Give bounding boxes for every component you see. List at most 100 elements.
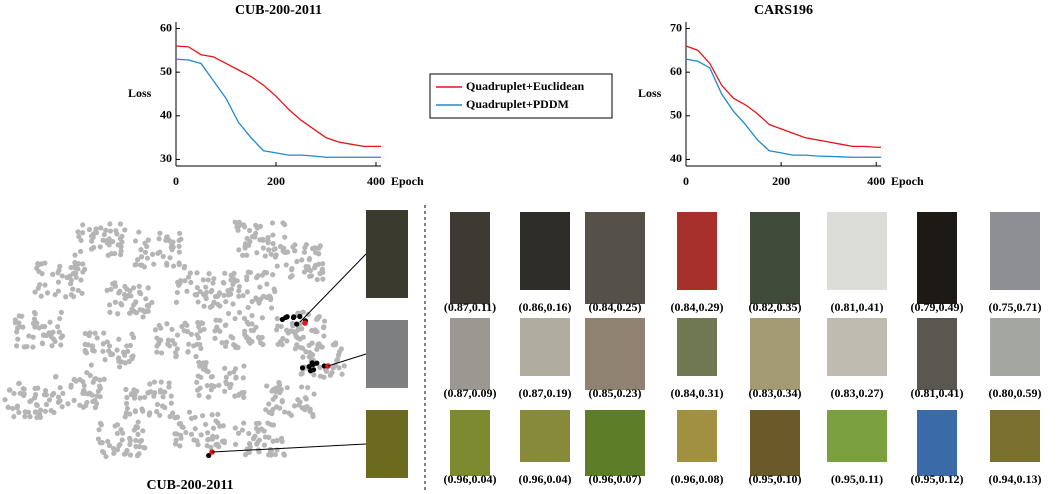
embedding-point bbox=[280, 342, 285, 347]
embedding-point bbox=[193, 426, 198, 431]
embedding-point bbox=[241, 395, 246, 400]
result-score: (0.87,0.11) bbox=[444, 300, 496, 314]
embedding-point bbox=[65, 401, 70, 406]
embedding-point bbox=[223, 299, 228, 304]
embedding-point bbox=[166, 337, 171, 342]
embedding-point bbox=[78, 277, 83, 282]
embedding-point bbox=[241, 420, 246, 425]
embedding-point bbox=[22, 387, 27, 392]
embedding-point bbox=[266, 452, 271, 457]
embedding-point bbox=[193, 292, 198, 297]
embedding-point bbox=[210, 434, 215, 439]
embedding-point bbox=[270, 232, 275, 237]
embedding-point bbox=[129, 391, 134, 396]
embedding-point bbox=[157, 249, 162, 254]
embedding-point bbox=[269, 305, 274, 310]
embedding-point bbox=[233, 366, 238, 371]
result-image bbox=[450, 410, 490, 476]
embedding-point bbox=[242, 329, 247, 334]
embedding-point bbox=[273, 254, 278, 259]
embedding-point bbox=[264, 282, 269, 287]
embedding-point bbox=[95, 335, 100, 340]
embedding-point bbox=[205, 383, 210, 388]
embedding-point bbox=[200, 321, 205, 326]
embedding-point bbox=[93, 405, 98, 410]
embedding-point bbox=[164, 261, 169, 266]
embedding-point bbox=[217, 329, 222, 334]
embedding-point bbox=[106, 253, 111, 258]
embedding-point bbox=[312, 329, 317, 334]
embedding-point bbox=[313, 250, 318, 255]
embedding-point bbox=[174, 438, 179, 443]
y-tick-label: 50 bbox=[670, 108, 682, 122]
embedding-point bbox=[293, 331, 298, 336]
embedding-point bbox=[146, 309, 151, 314]
embedding-point bbox=[299, 371, 304, 376]
embedding-point bbox=[198, 346, 203, 351]
result-score: (0.81,0.41) bbox=[831, 300, 884, 314]
embedding-point bbox=[282, 235, 287, 240]
result-image bbox=[585, 318, 645, 390]
embedding-point bbox=[264, 270, 269, 275]
embedding-point bbox=[73, 271, 78, 276]
embedding-point bbox=[92, 348, 97, 353]
embedding-point bbox=[257, 237, 262, 242]
result-score: (0.85,0.23) bbox=[589, 386, 642, 400]
result-score: (0.95,0.11) bbox=[831, 472, 883, 486]
embedding-point bbox=[189, 416, 194, 421]
embedding-point bbox=[271, 397, 276, 402]
embedding-point bbox=[312, 265, 317, 270]
embedding-point bbox=[240, 427, 245, 432]
embedding-point bbox=[257, 285, 262, 290]
result-image bbox=[520, 318, 570, 376]
line-series bbox=[686, 46, 881, 147]
embedding-point bbox=[96, 427, 101, 432]
embedding-point bbox=[50, 272, 55, 277]
embedding-point bbox=[79, 291, 84, 296]
embedding-point bbox=[132, 396, 137, 401]
embedding-point bbox=[211, 300, 216, 305]
embedding-point bbox=[206, 369, 211, 374]
embedding-point bbox=[245, 236, 250, 241]
embedding-point bbox=[107, 302, 112, 307]
embedding-point bbox=[249, 313, 254, 318]
embedding-point bbox=[124, 395, 129, 400]
result-image bbox=[827, 410, 887, 462]
embedding-point bbox=[315, 342, 320, 347]
embedding-point bbox=[80, 230, 85, 235]
connector bbox=[328, 354, 366, 366]
embedding-point bbox=[258, 224, 263, 229]
embedding-point bbox=[282, 409, 287, 414]
embedding-point bbox=[137, 284, 142, 289]
legend-label: Quadruplet+PDDM bbox=[466, 97, 569, 111]
embedding-point bbox=[275, 263, 280, 268]
embedding-point bbox=[35, 403, 40, 408]
embedding-point bbox=[86, 342, 91, 347]
embedding-point bbox=[307, 354, 312, 359]
embedding-point bbox=[72, 253, 77, 258]
embedding-point bbox=[52, 339, 57, 344]
embedding-point bbox=[184, 289, 189, 294]
embedding-point bbox=[116, 443, 121, 448]
embedding-point bbox=[253, 223, 258, 228]
embedding-point bbox=[10, 406, 15, 411]
embedding-point bbox=[84, 400, 89, 405]
embedding-point bbox=[150, 252, 155, 257]
embedding-point bbox=[57, 398, 62, 403]
embedding-point bbox=[339, 372, 344, 377]
embedding-point bbox=[174, 353, 179, 358]
result-score: (0.83,0.34) bbox=[749, 386, 802, 400]
connector bbox=[300, 254, 366, 322]
embedding-point bbox=[80, 379, 85, 384]
embedding-point bbox=[299, 257, 304, 262]
embedding-point bbox=[186, 274, 191, 279]
embedding-point bbox=[211, 276, 216, 281]
embedding-point bbox=[195, 342, 200, 347]
embedding-point bbox=[216, 293, 221, 298]
embedding-point bbox=[215, 412, 220, 417]
embedding-point bbox=[241, 390, 246, 395]
embedding-point bbox=[14, 343, 19, 348]
embedding-point bbox=[115, 422, 120, 427]
embedding-point bbox=[302, 250, 307, 255]
y-tick-label: 30 bbox=[160, 151, 172, 165]
